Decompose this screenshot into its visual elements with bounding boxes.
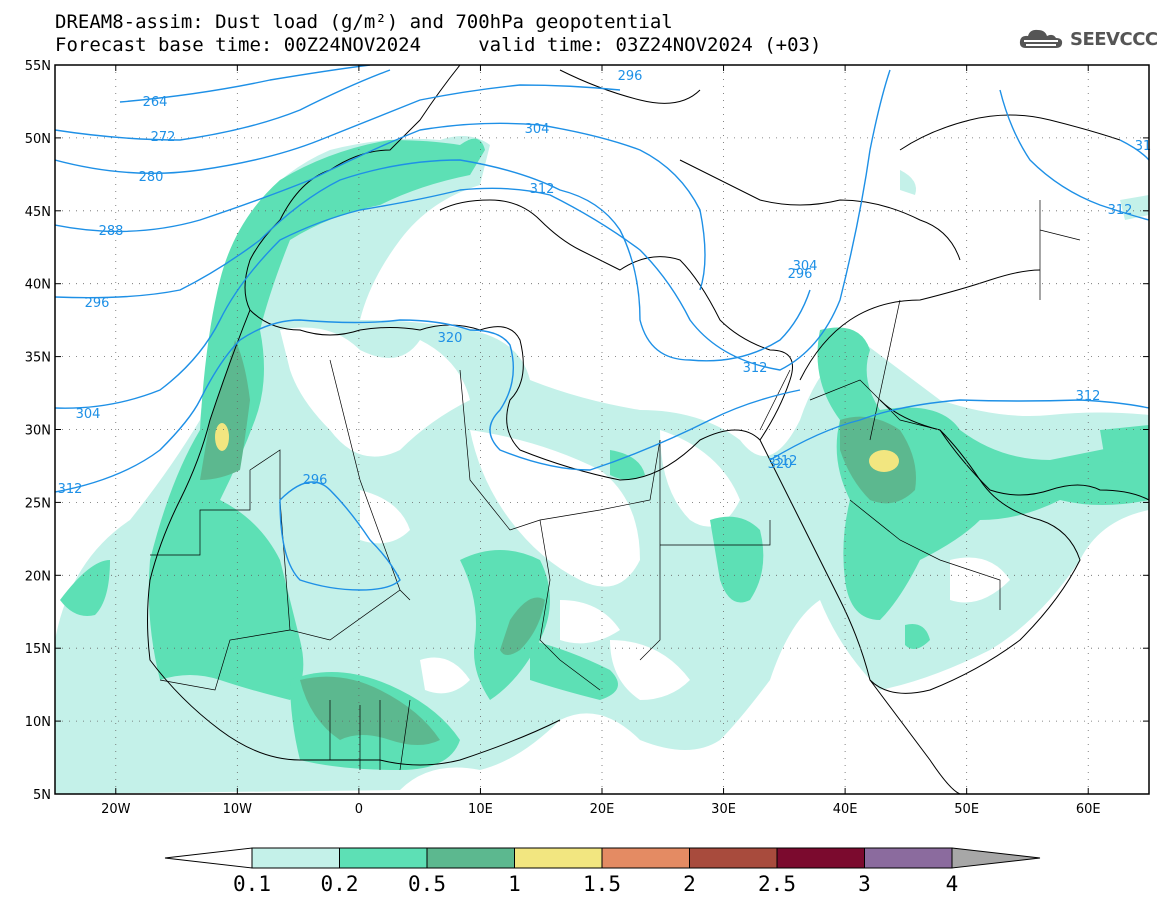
contour-label: 312 [773, 454, 798, 469]
colorbar-box [251, 847, 340, 869]
contour-label: 312 [1108, 203, 1133, 218]
latitude-axis: 55N 50N 45N 40N 35N 30N 25N 20N 15N 10N 5N [25, 59, 1149, 803]
contour-label: 320 [768, 457, 793, 472]
lat-tick-label: 50N [25, 132, 51, 147]
colorbar-box [514, 847, 603, 869]
colorbar-box [689, 847, 778, 869]
contour-label: 304 [525, 122, 550, 137]
lat-tick-label: 55N [25, 59, 51, 74]
lat-tick-label: 20N [25, 569, 51, 584]
colorbar-label: 2 [683, 872, 696, 896]
colorbar-label: 1.5 [583, 872, 621, 896]
contour-label: 296 [85, 296, 110, 311]
colorbar-box [601, 847, 690, 869]
lat-tick-label: 15N [25, 642, 51, 657]
contour-label: 296 [618, 69, 643, 84]
contour-label: 312 [743, 361, 768, 376]
colorbar-label: 0.2 [320, 872, 359, 896]
colorbar-label: 0.5 [408, 872, 446, 896]
lat-tick-label: 35N [25, 351, 51, 366]
dust-level-1 [215, 423, 899, 472]
colorbar-min-triangle [164, 847, 253, 869]
contour-label: 264 [143, 95, 168, 110]
contour-label: 304 [76, 407, 101, 422]
map-title: DREAM8-assim: Dust load (g/m²) and 700hP… [55, 11, 673, 33]
lon-tick-label: 10E [468, 802, 493, 817]
colorbar-box [426, 847, 515, 869]
colorbar-label: 4 [945, 872, 959, 896]
longitude-axis: 20W 10W 0 10E 20E 30E 40E 50E 60E [101, 65, 1101, 817]
lat-tick-label: 45N [25, 205, 51, 220]
colorbar-box [864, 847, 953, 869]
colorbar-label: 1 [508, 872, 521, 896]
colorbar-label: 2.5 [758, 872, 796, 896]
lon-tick-label: 60E [1076, 802, 1101, 817]
cloud-icon [1019, 29, 1063, 48]
contour-label: 312 [1076, 389, 1101, 404]
geopotential-contours [55, 65, 1149, 591]
seevccc-logo: SEEVCCC [1018, 26, 1158, 52]
contour-label: 280 [139, 170, 164, 185]
contour-label: 304 [793, 259, 818, 274]
lon-tick-label: 20W [101, 802, 131, 817]
colorbar-label: 0.1 [233, 872, 271, 896]
contour-labels: 2642722802882963043123202963043123202963… [58, 69, 1152, 497]
contour-label: 320 [438, 331, 463, 346]
lat-tick-label: 30N [25, 424, 51, 439]
contour-label: 31 [1135, 139, 1152, 154]
contour-label: 288 [99, 224, 124, 239]
dust-gaps [280, 327, 1010, 700]
lat-tick-label: 40N [25, 278, 51, 293]
lon-tick-label: 10W [223, 802, 253, 817]
contour-label: 296 [303, 473, 328, 488]
lat-tick-label: 10N [25, 715, 51, 730]
contour-label: 312 [58, 482, 83, 497]
colorbar-box [339, 847, 428, 869]
borders [150, 200, 1081, 771]
colorbar [164, 847, 1041, 869]
logo-text: SEEVCCC [1070, 28, 1158, 50]
map-subtitle: Forecast base time: 00Z24NOV2024 valid t… [55, 34, 822, 56]
lat-tick-label: 25N [25, 496, 51, 511]
lon-tick-label: 20E [590, 802, 615, 817]
lon-tick-label: 50E [954, 802, 979, 817]
lon-tick-label: 30E [711, 802, 736, 817]
lon-tick-label: 0 [355, 802, 363, 817]
contour-label: 312 [530, 182, 555, 197]
contour-label: 272 [151, 130, 176, 145]
colorbar-label: 3 [858, 872, 871, 896]
colorbar-box [776, 847, 865, 869]
coastlines [147, 65, 1149, 794]
lon-tick-label: 40E [833, 802, 858, 817]
colorbar-max-triangle [951, 847, 1041, 869]
lat-tick-label: 5N [33, 788, 51, 803]
contour-label: 296 [788, 267, 813, 282]
